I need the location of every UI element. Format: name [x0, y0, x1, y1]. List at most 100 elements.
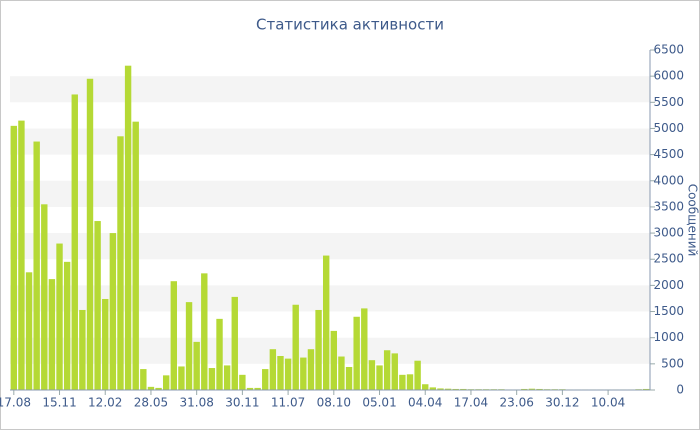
- bar: [124, 65, 132, 390]
- x-tick-label: 30.11: [225, 396, 259, 410]
- bar: [353, 316, 360, 390]
- bar: [193, 341, 200, 390]
- bar: [94, 221, 101, 390]
- bar: [330, 330, 338, 390]
- bar: [376, 365, 383, 390]
- bar: [642, 388, 650, 390]
- bar: [208, 368, 216, 390]
- bar: [10, 125, 18, 390]
- bar: [48, 279, 56, 390]
- bar: [117, 136, 124, 390]
- bar: [41, 204, 48, 390]
- y-tick-label: 3500: [653, 199, 684, 213]
- x-tick-label: 08.10: [317, 396, 351, 410]
- x-tick-label: 23.06: [499, 396, 533, 410]
- bar: [269, 349, 277, 390]
- grid-band: [10, 76, 650, 103]
- bar: [71, 94, 78, 390]
- y-tick-label: 3000: [653, 226, 684, 240]
- bar: [452, 388, 459, 390]
- x-tick-label: 15.11: [42, 396, 76, 410]
- bar: [368, 360, 376, 390]
- bar: [102, 298, 109, 390]
- y-tick-label: 1500: [653, 304, 684, 318]
- bar: [86, 78, 94, 391]
- bar: [536, 388, 543, 390]
- bar: [162, 375, 170, 390]
- y-tick-label: 0: [676, 383, 684, 397]
- bar: [223, 365, 231, 390]
- bar: [292, 304, 299, 390]
- y-tick-label: 1000: [653, 330, 684, 344]
- bar: [437, 388, 444, 390]
- bar: [414, 360, 421, 390]
- chart-title: Статистика активности: [256, 16, 444, 34]
- bar: [338, 356, 345, 390]
- y-tick-label: 5000: [653, 121, 684, 135]
- bar: [246, 387, 254, 390]
- y-tick-label: 6500: [653, 43, 684, 57]
- bar: [300, 357, 307, 390]
- bar: [399, 374, 406, 390]
- y-tick-label: 5500: [653, 95, 684, 109]
- x-tick-label: 17.04: [454, 396, 488, 410]
- bar: [361, 308, 368, 390]
- x-tick-label: 10.04: [591, 396, 625, 410]
- bar: [315, 309, 322, 390]
- grid-band: [10, 180, 650, 207]
- bar: [25, 272, 33, 390]
- bar: [79, 309, 86, 390]
- bar: [132, 121, 139, 391]
- bar: [322, 255, 330, 390]
- y-tick-label: 2500: [653, 252, 684, 266]
- y-tick-label: 2000: [653, 278, 684, 292]
- bar: [140, 369, 147, 390]
- bar: [460, 388, 467, 390]
- bar: [521, 388, 528, 390]
- grid-band: [10, 285, 650, 312]
- x-tick-label: 30.12: [545, 396, 579, 410]
- bar: [345, 366, 353, 390]
- grid-band: [10, 233, 650, 260]
- bar: [63, 261, 71, 390]
- bar: [391, 353, 398, 390]
- bar: [429, 387, 437, 390]
- x-tick-label: 05.01: [362, 396, 396, 410]
- bar: [383, 350, 391, 390]
- x-tick-label: 17.08: [0, 396, 31, 410]
- bar: [178, 366, 185, 390]
- x-tick-label: 12.02: [88, 396, 122, 410]
- x-tick-label: 04.04: [408, 396, 442, 410]
- bar: [155, 387, 162, 390]
- bar: [406, 374, 414, 390]
- bar: [307, 349, 315, 390]
- bar: [277, 356, 284, 390]
- bar: [231, 296, 238, 390]
- bar: [262, 369, 269, 390]
- y-tick-label: 6000: [653, 69, 684, 83]
- x-tick-label: 31.08: [179, 396, 213, 410]
- bar: [422, 384, 429, 390]
- bar: [56, 243, 63, 390]
- bar: [216, 318, 223, 390]
- grid-band: [10, 128, 650, 155]
- bar: [201, 273, 208, 390]
- bar: [170, 281, 178, 390]
- y-tick-label: 4000: [653, 173, 684, 187]
- bar: [147, 386, 155, 390]
- bar: [528, 388, 536, 390]
- bar: [109, 233, 117, 390]
- bar: [33, 141, 40, 390]
- bar: [239, 374, 246, 390]
- bar: [18, 120, 25, 390]
- bar: [284, 358, 292, 390]
- bar: [185, 302, 193, 390]
- bar: [444, 388, 452, 390]
- x-tick-label: 28.05: [134, 396, 168, 410]
- grid-band: [10, 337, 650, 364]
- y-tick-label: 4500: [653, 147, 684, 161]
- y-tick-label: 500: [661, 356, 684, 370]
- y-axis-label: Сообщений: [686, 184, 700, 257]
- bar: [254, 387, 261, 390]
